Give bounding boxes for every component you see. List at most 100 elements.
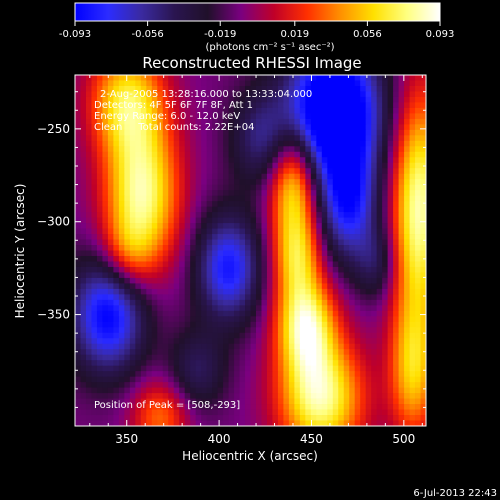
heatmap-cell: [360, 118, 367, 125]
heatmap-cell: [376, 75, 383, 81]
heatmap-cell: [173, 261, 180, 268]
heatmap-cell: [96, 404, 103, 410]
heatmap-cell: [387, 217, 394, 224]
heatmap-cell: [371, 299, 378, 306]
heatmap-cell: [140, 299, 147, 306]
heatmap-cell: [261, 305, 268, 312]
heatmap-cell: [146, 294, 153, 301]
heatmap-cell: [266, 294, 273, 301]
heatmap-cell: [255, 283, 262, 290]
heatmap-cell: [327, 255, 334, 262]
heatmap-cell: [102, 250, 109, 257]
heatmap-cell: [140, 113, 147, 120]
heatmap-cell: [338, 321, 345, 328]
heatmap-cell: [398, 288, 405, 295]
heatmap-cell: [91, 190, 98, 197]
heatmap-cell: [316, 277, 323, 284]
heatmap-cell: [179, 376, 186, 383]
heatmap-cell: [360, 343, 367, 350]
heatmap-cell: [376, 80, 383, 87]
heatmap-cell: [343, 223, 350, 229]
heatmap-cell: [173, 321, 180, 328]
heatmap-cell: [382, 91, 389, 98]
heatmap-cell: [371, 255, 378, 262]
heatmap-cell: [179, 118, 186, 125]
heatmap-cell: [272, 113, 279, 120]
heatmap-cell: [118, 129, 125, 136]
heatmap-cell: [190, 146, 197, 153]
heatmap-cell: [294, 409, 301, 416]
heatmap-cell: [190, 75, 197, 81]
heatmap-cell: [96, 354, 103, 361]
heatmap-cell: [223, 272, 229, 279]
heatmap-cell: [310, 173, 317, 180]
heatmap-cell: [299, 294, 306, 301]
heatmap-cell: [299, 239, 306, 246]
heatmap-cell: [332, 349, 339, 356]
heatmap-cell: [135, 393, 142, 399]
heatmap-cell: [179, 151, 186, 158]
heatmap-cell: [75, 195, 81, 202]
heatmap-cell: [173, 146, 180, 153]
heatmap-cell: [173, 151, 180, 158]
heatmap-cell: [85, 415, 92, 421]
heatmap-cell: [190, 404, 197, 410]
heatmap-cell: [382, 299, 389, 306]
heatmap-cell: [91, 415, 98, 421]
heatmap-cell: [409, 239, 416, 246]
heatmap-cell: [283, 107, 290, 114]
heatmap-cell: [349, 85, 356, 92]
heatmap-cell: [360, 250, 367, 257]
heatmap-cell: [173, 420, 180, 427]
heatmap-cell: [299, 283, 306, 290]
heatmap-cell: [272, 338, 279, 345]
heatmap-cell: [321, 75, 328, 81]
heatmap-cell: [415, 212, 421, 218]
heatmap-cell: [129, 80, 136, 87]
heatmap-cell: [343, 371, 350, 378]
heatmap-cell: [332, 343, 339, 350]
heatmap-cell: [420, 294, 427, 301]
heatmap-cell: [179, 239, 186, 246]
heatmap-cell: [173, 371, 180, 378]
heatmap-cell: [201, 277, 208, 284]
heatmap-cell: [201, 272, 208, 279]
heatmap-cell: [217, 294, 224, 301]
heatmap-cell: [245, 129, 251, 136]
heatmap-cell: [223, 190, 229, 197]
heatmap-cell: [398, 360, 405, 367]
heatmap-cell: [85, 360, 92, 367]
heatmap-cell: [360, 398, 367, 405]
heatmap-cell: [255, 316, 262, 323]
heatmap-cell: [168, 409, 175, 416]
heatmap-cell: [146, 393, 153, 399]
heatmap-cell: [135, 151, 142, 158]
heatmap-cell: [212, 327, 218, 334]
heatmap-cell: [420, 305, 427, 312]
heatmap-cell: [415, 135, 421, 142]
heatmap-cell: [184, 157, 191, 164]
heatmap-cell: [332, 80, 339, 87]
heatmap-cell: [387, 168, 394, 175]
heatmap-cell: [277, 316, 284, 323]
heatmap-cell: [354, 173, 361, 180]
heatmap-cell: [294, 365, 301, 372]
heatmap-cell: [168, 360, 175, 367]
heatmap-cell: [349, 398, 356, 405]
heatmap-cell: [321, 343, 328, 350]
heatmap-cell: [228, 129, 235, 136]
heatmap-cell: [321, 80, 328, 87]
heatmap-cell: [113, 162, 120, 169]
heatmap-cell: [420, 102, 427, 109]
heatmap-cell: [294, 349, 301, 356]
heatmap-cell: [184, 184, 191, 191]
heatmap-cell: [206, 80, 213, 87]
heatmap-cell: [321, 223, 328, 229]
heatmap-cell: [266, 102, 273, 109]
heatmap-cell: [107, 316, 114, 323]
heatmap-cell: [162, 316, 169, 323]
heatmap-cell: [316, 261, 323, 268]
heatmap-cell: [327, 184, 334, 191]
heatmap-cell: [201, 365, 208, 372]
heatmap-cell: [223, 321, 229, 328]
